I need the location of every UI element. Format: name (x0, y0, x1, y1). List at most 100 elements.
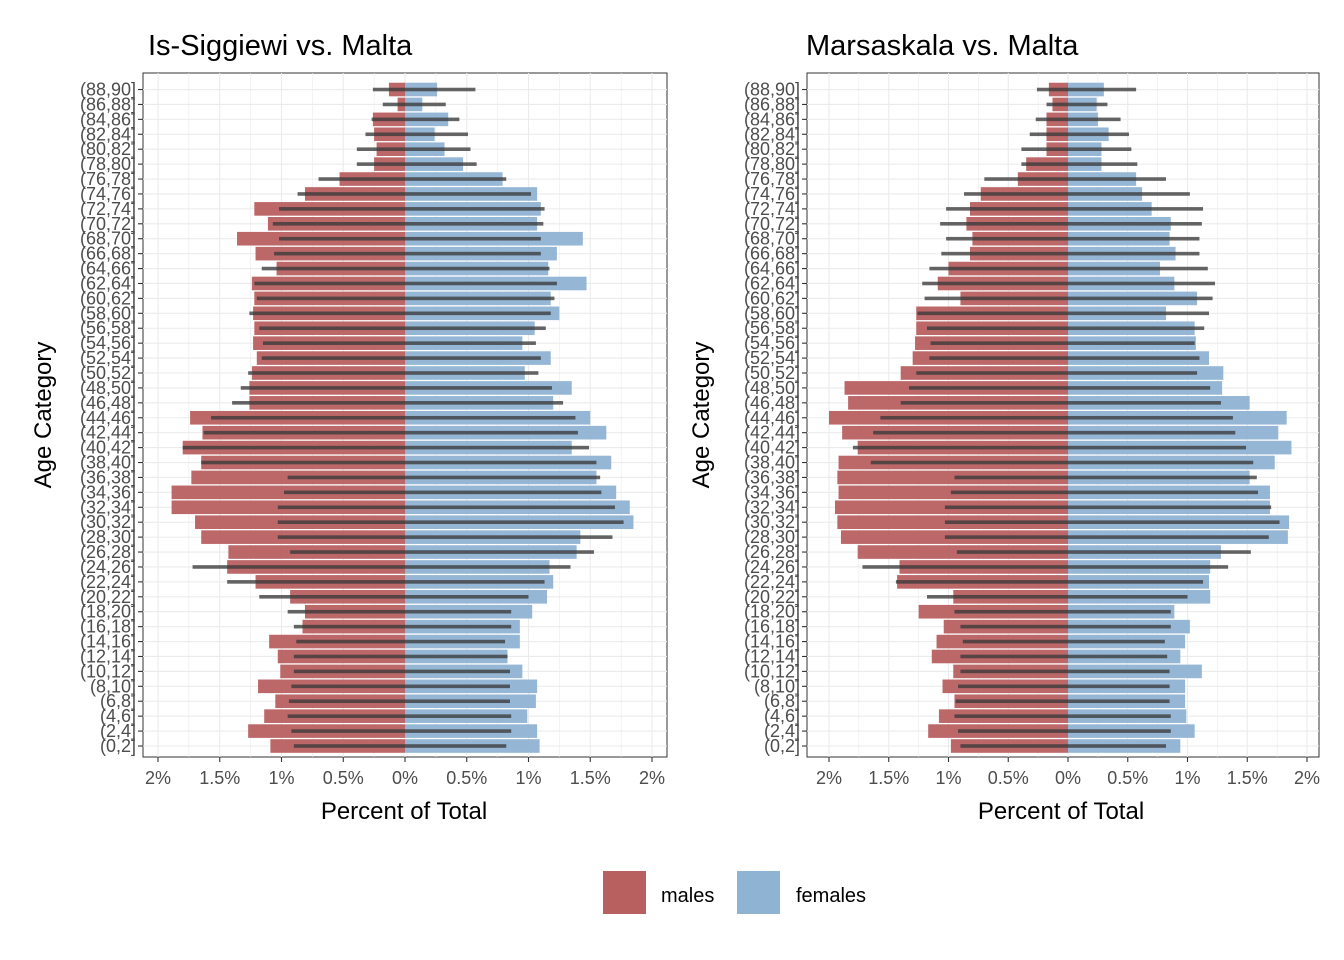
bar-malta-males (880, 415, 1068, 420)
bar-malta-females (1068, 430, 1236, 435)
y-tick-label: (54,56] (744, 333, 800, 353)
bar-malta-females (405, 266, 550, 271)
bars-layer (829, 82, 1292, 753)
x-axis-ticks: 2% 1.5% 1% 0.5% 0% 0.5% 1% 1.5% 2% (145, 757, 665, 788)
bar-malta-females (1068, 147, 1132, 151)
bar-malta-females (1068, 609, 1171, 614)
bar-malta-males (372, 87, 405, 92)
bar-malta-females (405, 550, 594, 554)
bar-malta-females (1068, 699, 1170, 704)
bar-malta-females (405, 281, 557, 286)
legend: males females (603, 871, 866, 914)
y-tick-label: (66,68] (80, 244, 136, 264)
bar-malta-females (405, 475, 601, 480)
y-axis-title: Age Category (30, 342, 57, 489)
bar-malta-females (405, 654, 508, 659)
bar-malta-males (962, 639, 1068, 644)
y-tick-label: (40,42] (80, 438, 136, 458)
y-tick-label: (24,26] (744, 557, 800, 577)
legend-label-males: males (661, 885, 714, 907)
y-tick-label: (32,34] (744, 497, 800, 517)
panel-marsaskala: (0,2](2,4](4,6](6,8](8,10](10,12](12,14]… (688, 30, 1320, 825)
y-tick-label: (50,52] (80, 363, 136, 383)
bar-malta-females (405, 162, 477, 166)
bar-malta-females (405, 415, 576, 420)
bar-malta-females (1068, 669, 1170, 674)
bar-malta-females (405, 714, 512, 718)
bar-malta-males (261, 356, 405, 360)
bar-malta-females (1068, 386, 1211, 390)
bar-malta-males (365, 132, 405, 137)
bar-malta-females (405, 311, 551, 316)
y-tick-label: (48,50] (744, 378, 800, 398)
x-axis-title: Percent of Total (978, 798, 1144, 825)
bar-malta-males (293, 654, 405, 659)
bar-malta-males (287, 609, 405, 614)
y-tick-label: (52,54] (80, 348, 136, 368)
bar-malta-males (944, 535, 1068, 539)
bar-malta-females (405, 87, 476, 92)
y-tick-label: (0,2] (764, 736, 800, 756)
y-axis-ticks: (0,2](2,4](4,6](6,8](8,10](10,12](12,14]… (80, 80, 143, 756)
bar-malta-females (405, 609, 512, 614)
y-tick-label: (22,24] (744, 572, 800, 592)
bar-malta-females (405, 430, 578, 435)
bar-malta-males (291, 684, 405, 689)
bar-malta-males (870, 460, 1068, 465)
bar-malta-females (405, 207, 545, 211)
y-tick-label: (84,86] (80, 109, 136, 129)
y-tick-label: (4,6] (764, 706, 800, 726)
bar-malta-females (405, 520, 624, 524)
bar-malta-males (249, 311, 405, 316)
bar-malta-males (290, 550, 405, 554)
y-tick-label: (62,64] (80, 273, 136, 293)
y-tick-label: (30,32] (744, 512, 800, 532)
bar-malta-males (248, 371, 405, 375)
bar-malta-females (1068, 281, 1215, 286)
bar-malta-females (1068, 177, 1166, 181)
bar-malta-males (1029, 132, 1068, 137)
bar-malta-females (1068, 117, 1121, 122)
y-axis-ticks: (0,2](2,4](4,6](6,8](8,10](10,12](12,14]… (744, 80, 807, 756)
bar-malta-males (227, 580, 405, 584)
y-tick-label: (84,86] (744, 109, 800, 129)
bar-malta-males (900, 401, 1068, 405)
x-tick-label: 1.5% (570, 768, 611, 788)
y-tick-label: (0,2] (100, 736, 136, 756)
x-tick-label: 1% (268, 768, 294, 788)
malta-overlay-layer (182, 87, 624, 748)
bar-malta-females (1068, 520, 1280, 524)
bar-malta-females (1068, 729, 1171, 733)
bar-malta-females (405, 117, 460, 122)
bar-malta-males (895, 580, 1068, 584)
bar-malta-males (1035, 117, 1068, 122)
y-tick-label: (70,72] (80, 214, 136, 234)
bar-malta-females (1068, 296, 1213, 301)
y-tick-label: (34,36] (80, 482, 136, 502)
bar-malta-males (909, 386, 1068, 390)
bar-malta-females (405, 595, 529, 599)
bar-malta-females (1068, 102, 1108, 107)
y-tick-label: (18,20] (80, 602, 136, 622)
y-tick-label: (30,32] (80, 512, 136, 532)
bar-malta-females (405, 341, 536, 345)
bar-malta-males (287, 475, 405, 480)
bar-malta-males (261, 266, 405, 271)
y-tick-label: (38,40] (80, 453, 136, 473)
bar-malta-males (291, 729, 405, 733)
y-tick-label: (62,64] (744, 273, 800, 293)
y-tick-label: (64,66] (744, 259, 800, 279)
x-tick-label: 2% (816, 768, 842, 788)
bar-malta-males (929, 356, 1068, 360)
y-tick-label: (56,58] (80, 318, 136, 338)
bar-malta-males (297, 192, 405, 196)
bar-malta-males (930, 341, 1068, 345)
bar-malta-females (405, 565, 571, 569)
y-tick-label: (44,46] (80, 408, 136, 428)
bar-malta-males (941, 251, 1068, 256)
chart-title: Marsaskala vs. Malta (806, 30, 1079, 62)
x-tick-label: 1.5% (868, 768, 909, 788)
y-tick-label: (14,16] (80, 632, 136, 652)
bar-malta-females (1068, 550, 1251, 554)
y-tick-label: (28,30] (80, 527, 136, 547)
